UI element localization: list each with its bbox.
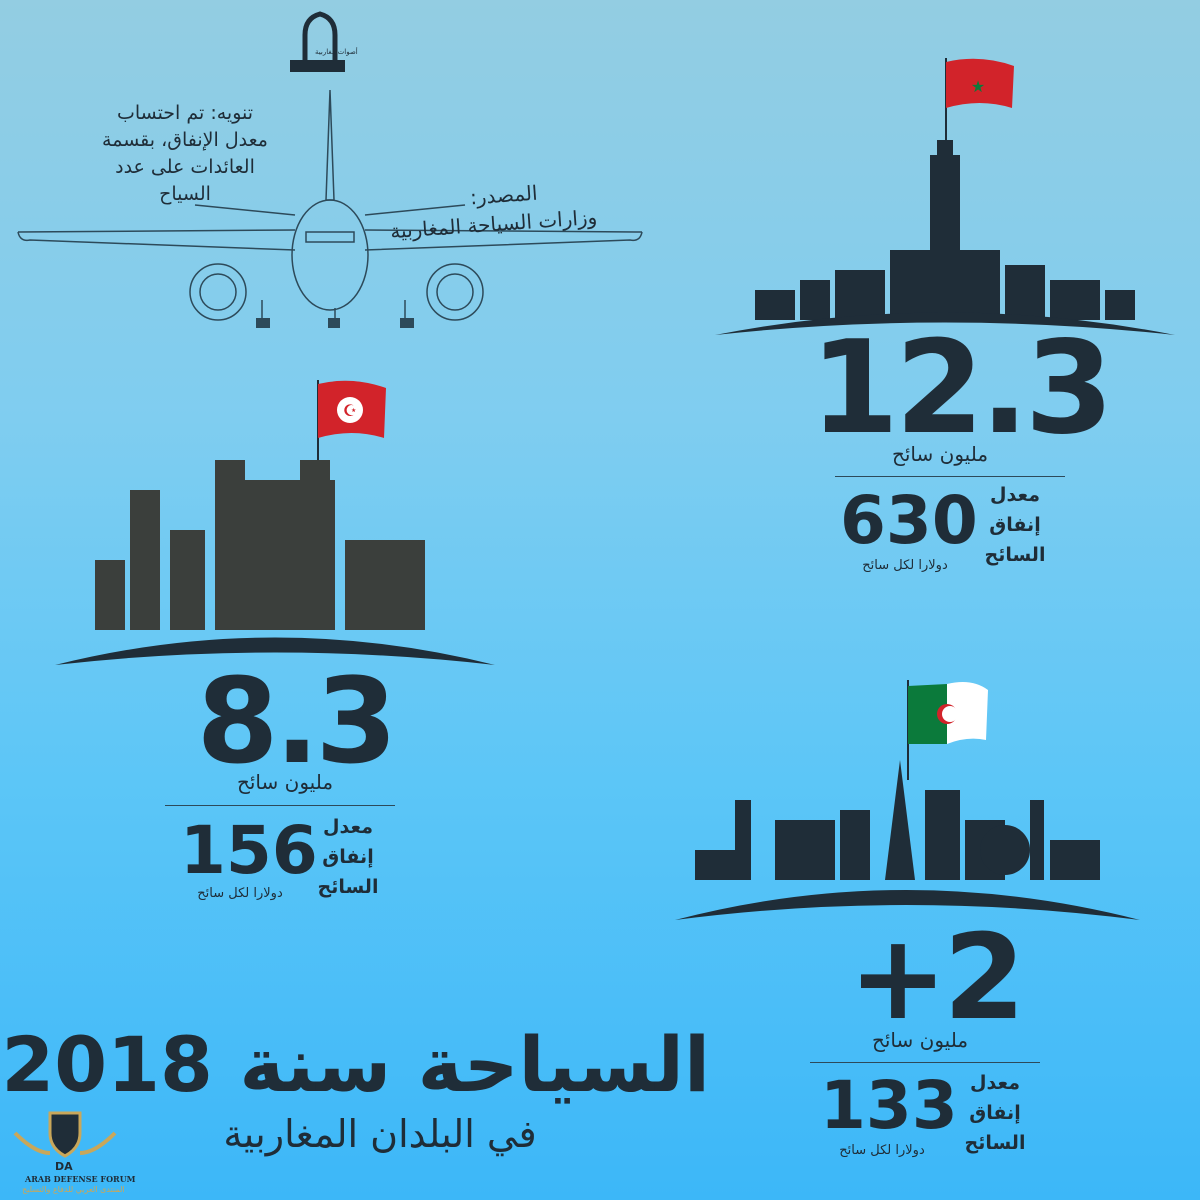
algeria-tourists: +2 [848, 908, 1026, 1046]
watermark-name-ar: المنتدى العربي للدفاع والتسليح [22, 1185, 125, 1194]
algeria-divider [810, 1062, 1040, 1063]
algeria-spend-label: معدل إنفاق السائح [964, 1072, 1026, 1154]
morocco-tourists-unit: مليون سائح [891, 442, 989, 466]
morocco-spend-value: 630 [840, 482, 978, 559]
airplane-illustration [17, 89, 643, 328]
watermark-initials: DA [55, 1160, 73, 1173]
watermark-name: ARAB DEFENSE FORUM [25, 1174, 136, 1184]
tunisia-spend-label: معدل إنفاق السائح [317, 816, 379, 898]
logo-arch-icon [290, 11, 345, 72]
algeria-spend-unit: دولارا لكل سائح [839, 1143, 925, 1158]
morocco-divider [835, 476, 1065, 477]
shield-emblem-icon [13, 1111, 117, 1158]
tunisia-spend-unit: دولارا لكل سائح [197, 886, 283, 901]
morocco-spend-unit: دولارا لكل سائح [862, 558, 948, 573]
tunisia-tourists-unit: مليون سائح [236, 770, 334, 794]
source-label: المصدر: [469, 180, 539, 210]
page-subtitle: في البلدان المغاربية [223, 1112, 537, 1156]
logo: أصوات مغاربية [285, 10, 358, 80]
methodology-note: تنويه: تم احتساب معدل الإنفاق، بقسمة الع… [102, 102, 268, 205]
algeria-skyline [675, 760, 1140, 920]
morocco-tourists: 12.3 [810, 314, 1114, 463]
page-title: السياحة سنة 2018 [1, 1020, 710, 1109]
svg-text:★: ★ [971, 77, 985, 96]
morocco-spend-label: معدل إنفاق السائح [984, 484, 1046, 566]
tunisia-tourists: 8.3 [196, 652, 397, 790]
logo-text: أصوات مغاربية [315, 48, 358, 56]
tunisia-spend-value: 156 [180, 812, 318, 889]
tunisia-skyline [55, 460, 495, 665]
morocco-skyline [715, 140, 1175, 335]
algeria-tourists-unit: مليون سائح [871, 1028, 969, 1052]
tunisia-flag-icon: ☪ [317, 380, 386, 480]
watermark: DA ARAB DEFENSE FORUM المنتدى العربي للد… [10, 1108, 136, 1198]
tunisia-divider [165, 805, 395, 806]
algeria-flag-icon [907, 680, 988, 780]
svg-text:☪: ☪ [343, 401, 357, 420]
algeria-spend-value: 133 [820, 1067, 958, 1144]
